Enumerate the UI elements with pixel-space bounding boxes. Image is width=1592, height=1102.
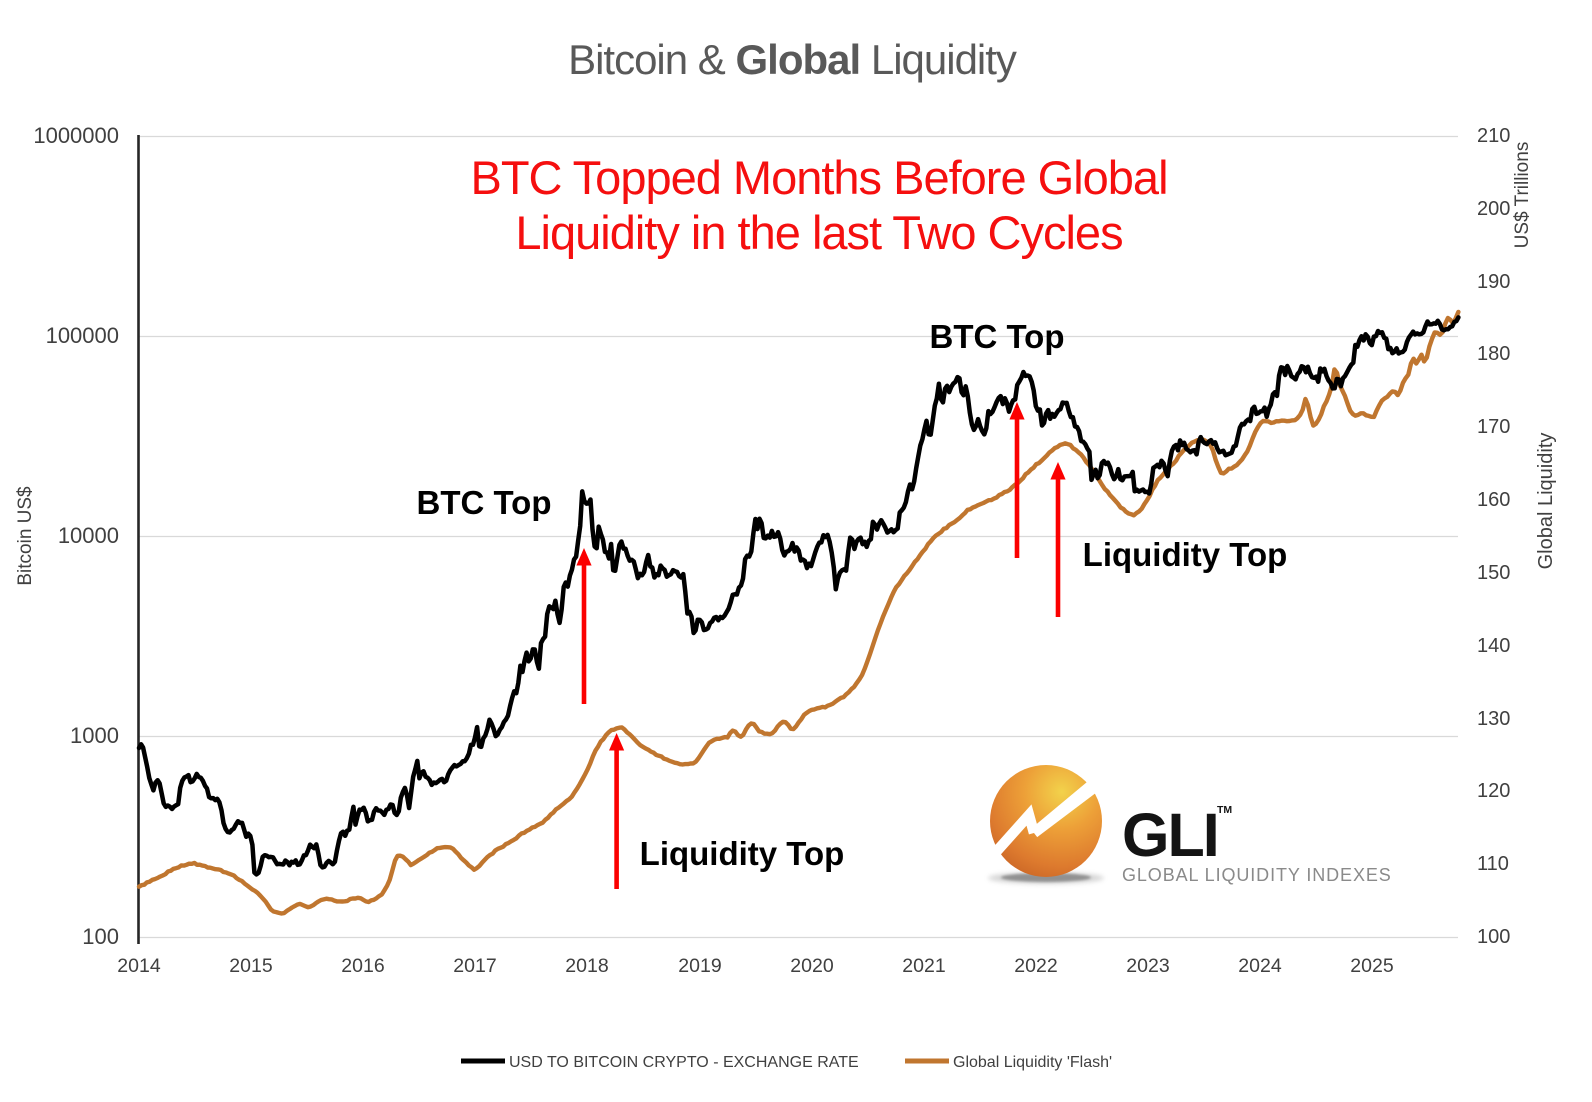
svg-text:2025: 2025 <box>1350 955 1394 977</box>
svg-text:1000: 1000 <box>70 723 119 748</box>
svg-text:US$ Trillions: US$ Trillions <box>1512 142 1533 249</box>
svg-text:2016: 2016 <box>341 955 384 977</box>
svg-text:2015: 2015 <box>229 955 273 977</box>
svg-text:190: 190 <box>1477 271 1510 293</box>
svg-text:BTC Topped Months Before Globa: BTC Topped Months Before Global <box>470 151 1167 204</box>
svg-text:150: 150 <box>1477 562 1510 584</box>
svg-text:BTC Top: BTC Top <box>416 484 551 521</box>
svg-text:Bitcoin US$: Bitcoin US$ <box>15 486 36 586</box>
svg-text:2024: 2024 <box>1238 955 1282 977</box>
svg-text:USD TO BITCOIN CRYPTO - EXCHAN: USD TO BITCOIN CRYPTO - EXCHANGE RATE <box>509 1054 859 1071</box>
svg-text:TM: TM <box>1217 804 1232 816</box>
svg-text:Liquidity Top: Liquidity Top <box>640 835 845 872</box>
svg-text:100000: 100000 <box>46 323 119 348</box>
svg-text:140: 140 <box>1477 635 1510 657</box>
svg-text:10000: 10000 <box>58 523 119 548</box>
svg-text:110: 110 <box>1477 853 1509 875</box>
svg-text:2018: 2018 <box>565 955 608 977</box>
svg-text:2020: 2020 <box>790 955 834 977</box>
svg-text:Global Liquidity 'Flash': Global Liquidity 'Flash' <box>953 1054 1112 1071</box>
svg-text:2017: 2017 <box>453 955 496 977</box>
svg-text:100: 100 <box>82 924 119 949</box>
svg-text:Global Liquidity: Global Liquidity <box>1535 433 1557 570</box>
svg-text:GLI: GLI <box>1122 801 1218 869</box>
svg-text:170: 170 <box>1477 416 1510 438</box>
svg-text:160: 160 <box>1477 489 1510 511</box>
svg-text:100: 100 <box>1477 926 1510 948</box>
svg-text:Liquidity in the last Two Cycl: Liquidity in the last Two Cycles <box>515 206 1122 259</box>
svg-text:120: 120 <box>1477 780 1510 802</box>
svg-text:BTC Top: BTC Top <box>929 318 1064 355</box>
svg-text:2022: 2022 <box>1014 955 1057 977</box>
svg-text:Liquidity Top: Liquidity Top <box>1083 536 1288 573</box>
svg-text:200: 200 <box>1477 198 1510 220</box>
svg-text:Bitcoin & Global Liquidity: Bitcoin & Global Liquidity <box>568 36 1017 83</box>
svg-text:180: 180 <box>1477 343 1510 365</box>
svg-text:210: 210 <box>1477 125 1510 147</box>
svg-text:2014: 2014 <box>117 955 161 977</box>
svg-text:2023: 2023 <box>1126 955 1169 977</box>
svg-text:2021: 2021 <box>902 955 945 977</box>
svg-text:GLOBAL LIQUIDITY INDEXES: GLOBAL LIQUIDITY INDEXES <box>1122 865 1392 885</box>
svg-text:130: 130 <box>1477 708 1510 730</box>
svg-text:1000000: 1000000 <box>33 123 119 148</box>
svg-text:2019: 2019 <box>678 955 721 977</box>
